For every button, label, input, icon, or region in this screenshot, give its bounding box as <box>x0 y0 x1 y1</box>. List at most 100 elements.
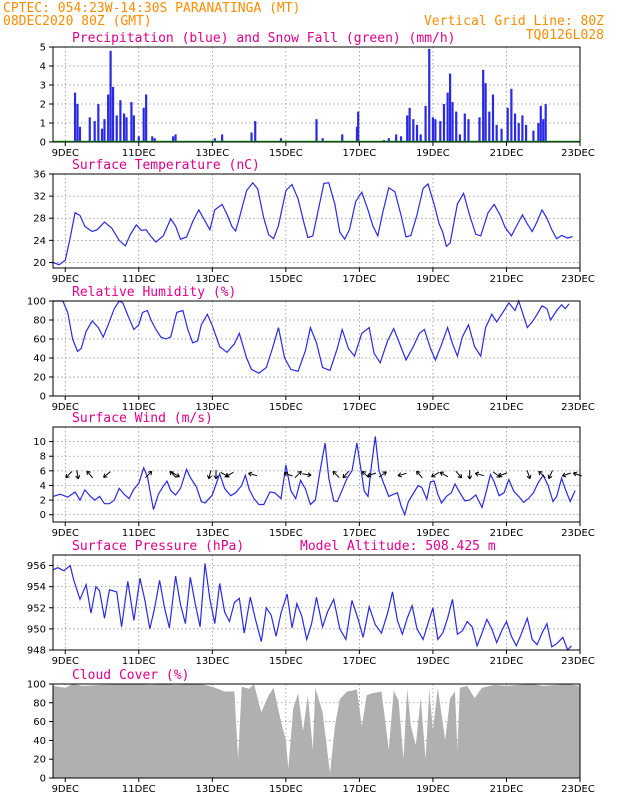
precip-bar <box>537 123 540 142</box>
precip-bar <box>341 134 344 142</box>
precip-bar <box>315 119 318 142</box>
precip-bar <box>455 111 458 142</box>
x-tick-label: 17DEC <box>343 148 377 159</box>
wind-arrow <box>361 470 370 479</box>
precip-bar <box>488 111 491 142</box>
wind-series-line <box>52 436 576 517</box>
wind-arrow <box>397 472 407 478</box>
x-tick-label: 13DEC <box>195 148 229 159</box>
x-tick-label: 15DEC <box>269 656 303 667</box>
y-tick-label: 6 <box>40 466 46 477</box>
wind-title: Surface Wind (m/s) <box>72 411 213 426</box>
precip-bar <box>542 119 545 142</box>
y-tick-label: 20 <box>33 755 46 766</box>
precip-bar <box>428 48 431 142</box>
precip-bar <box>399 136 403 142</box>
humidity-title: Relative Humidity (%) <box>72 285 236 300</box>
wind-arrow <box>283 471 293 477</box>
pressure-frame <box>52 554 581 651</box>
x-tick-label: 13DEC <box>195 402 229 413</box>
y-tick-label: 948 <box>27 646 46 657</box>
wind-arrow <box>207 470 213 480</box>
precip-bar <box>153 138 156 142</box>
precip-bar <box>500 128 503 142</box>
precip-bar <box>424 105 427 142</box>
x-tick-label: 21DEC <box>490 784 524 795</box>
precip-bar <box>463 113 466 142</box>
y-tick-label: 80 <box>33 698 46 709</box>
y-tick-label: 36 <box>33 170 46 181</box>
precip-bar <box>254 121 257 142</box>
precip-bar <box>78 126 82 142</box>
precip-bar <box>355 126 359 142</box>
x-tick-label: 9DEC <box>52 148 79 159</box>
station-header: CPTEC: 054:23W-14:30S PARANATINGA (MT) <box>3 1 300 16</box>
y-tick-label: 80 <box>33 316 46 327</box>
y-tick-label: 32 <box>33 192 46 203</box>
x-tick-label: 23DEC <box>561 528 595 539</box>
y-tick-label: 60 <box>33 717 46 728</box>
precip-bar <box>517 123 520 142</box>
y-tick-label: 0 <box>40 138 46 149</box>
wind-arrow <box>248 471 258 477</box>
x-tick-label: 23DEC <box>561 784 595 795</box>
wind-arrow <box>169 470 177 479</box>
x-tick-label: 17DEC <box>343 528 377 539</box>
x-tick-label: 23DEC <box>561 656 595 667</box>
wind-arrow <box>342 470 350 479</box>
precip-bar <box>88 117 91 142</box>
y-tick-label: 0 <box>40 774 46 785</box>
precip-bar <box>395 134 398 142</box>
precip-bar <box>172 136 175 142</box>
precip-bar <box>419 134 422 142</box>
y-tick-label: 950 <box>27 624 46 635</box>
x-tick-label: 21DEC <box>490 528 524 539</box>
precip-bar <box>103 119 106 142</box>
y-tick-label: 2 <box>40 100 46 111</box>
x-tick-label: 19DEC <box>416 528 450 539</box>
x-tick-label: 13DEC <box>195 528 229 539</box>
x-tick-label: 11DEC <box>122 528 156 539</box>
y-tick-label: 8 <box>40 452 46 463</box>
x-tick-label: 9DEC <box>52 402 79 413</box>
x-tick-label: 19DEC <box>416 402 450 413</box>
precip-bar <box>132 115 135 142</box>
precip-bar <box>544 104 547 142</box>
precip-bar <box>107 94 110 142</box>
precip-bar <box>119 100 122 142</box>
y-tick-label: 5 <box>40 43 46 54</box>
precip-bar <box>478 117 481 142</box>
wind-arrow <box>526 470 532 480</box>
precip-bar <box>521 115 524 142</box>
cloud-cover-panel: 0 20 40 60 80 100 9DEC 11DEC 13DEC 15DEC 17DEC 19DE… <box>27 668 595 795</box>
wind-arrow <box>416 470 423 479</box>
wind-arrow <box>86 470 94 479</box>
y-tick-label: 20 <box>33 258 46 269</box>
run-time-header: 08DEC2020 80Z (GMT) <box>3 14 152 29</box>
x-tick-label: 23DEC <box>561 148 595 159</box>
wind-arrow <box>213 470 219 480</box>
y-tick-label: 954 <box>27 582 46 593</box>
wind-arrow <box>439 471 449 478</box>
x-tick-label: 17DEC <box>343 784 377 795</box>
precip-bar <box>76 104 79 142</box>
precip-bar <box>495 124 498 142</box>
precip-bar <box>458 134 461 142</box>
precip-bar <box>174 134 177 142</box>
x-tick-label: 19DEC <box>416 148 450 159</box>
precip-bar <box>115 115 118 142</box>
wind-arrow <box>431 471 440 478</box>
y-tick-label: 10 <box>33 437 46 448</box>
precip-bar <box>321 138 324 142</box>
precip-bar <box>415 124 419 142</box>
y-tick-label: 0 <box>40 392 46 403</box>
pressure-panel: 948 950 952 954 956 9DEC 11DEC 13DEC 15DEC 17DEC 1… <box>27 539 595 667</box>
x-tick-label: 19DEC <box>416 784 450 795</box>
precip-bar <box>122 113 126 142</box>
y-tick-label: 0 <box>40 510 46 521</box>
wind-arrow <box>171 471 180 478</box>
x-tick-label: 17DEC <box>343 274 377 285</box>
temperature-title: Surface Temperature (nC) <box>72 158 260 173</box>
wind-arrow <box>145 470 153 479</box>
wind-arrow <box>572 471 582 477</box>
